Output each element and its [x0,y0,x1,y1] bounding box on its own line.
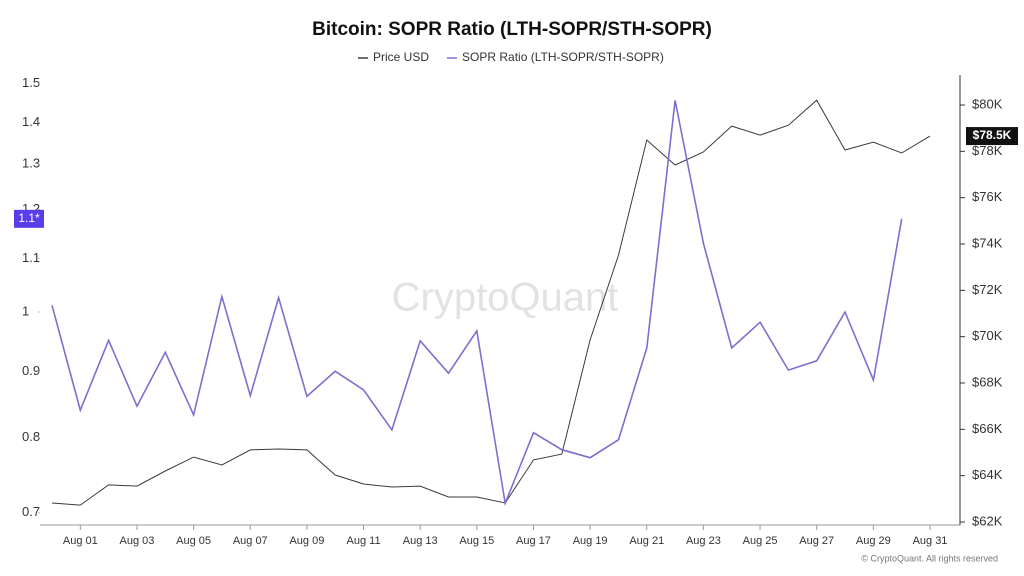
x-tick-label: Aug 09 [289,535,324,547]
y-tick-label: 1.3 [22,156,40,171]
x-tick-label: Aug 27 [799,535,834,547]
x-tick-label: Aug 01 [63,535,98,547]
y-tick-label: 1 [22,303,29,318]
annotation-box [966,127,1018,146]
annotation-box [14,209,44,228]
y-tick-label: 0.8 [22,429,40,444]
y2-tick-label: $62K [972,513,1003,528]
y2-tick-label: $74K [972,235,1003,250]
y2-tick-label: $66K [972,421,1003,436]
y-tick-label: 1.1 [22,250,40,265]
y2-tick-label: $64K [972,467,1003,482]
x-tick-label: Aug 29 [856,535,891,547]
x-tick-label: Aug 11 [347,535,381,547]
y2-tick-label: $76K [972,189,1003,204]
x-tick-label: Aug 31 [913,535,948,547]
legend-label: SOPR Ratio (LTH-SOPR/STH-SOPR) [462,50,664,64]
watermark: CryptoQuant [392,276,619,320]
y2-tick-label: $70K [972,328,1003,343]
y-tick-label: 0.7 [22,504,40,519]
x-tick-label: Aug 19 [573,535,608,547]
legend: Price USD SOPR Ratio (LTH-SOPR/STH-SOPR) [358,50,664,64]
footer: © CryptoQuant. All rights reserved [861,553,998,563]
series-line [51,100,903,507]
y2-tick-label: $72K [972,282,1003,297]
x-tick-label: Aug 23 [686,535,721,547]
y2-tick-label: $78K [972,143,1003,158]
series-line [51,99,931,506]
chart-title: Bitcoin: SOPR Ratio (LTH-SOPR/STH-SOPR) [312,19,712,40]
y2-tick-label: $80K [972,96,1003,111]
y-tick-label: 1.4 [22,114,40,129]
x-tick-label: Aug 07 [233,535,268,547]
y-tick-label: 0.9 [22,363,40,378]
x-tick-label: Aug 15 [459,535,494,547]
x-tick-label: Aug 13 [403,535,438,547]
annotation: 1.1* [18,211,40,225]
x-tick-label: Aug 05 [176,535,211,547]
x-tick-label: Aug 17 [516,535,551,547]
y-tick-label: 1.5 [22,75,40,90]
annotation: $78.5K [973,128,1012,142]
x-tick-label: Aug 25 [743,535,778,547]
legend-label: Price USD [373,50,429,64]
x-tick-label: Aug 21 [629,535,664,547]
y2-tick-label: $68K [972,374,1003,389]
x-tick-label: Aug 03 [120,535,155,547]
